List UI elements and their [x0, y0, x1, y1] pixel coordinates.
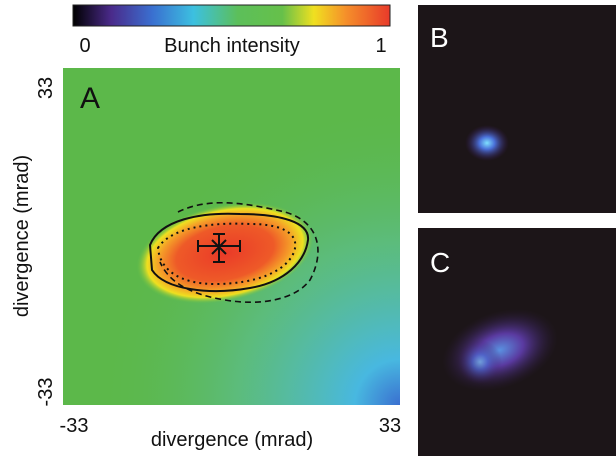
panel-label: C	[430, 247, 450, 278]
panel-c: C	[418, 228, 616, 456]
x-tick-label: 33	[379, 415, 401, 437]
panel-a: A 33 -33 divergence (mrad) -33 33 diverg…	[11, 68, 401, 451]
beam-spot	[465, 125, 509, 161]
y-axis-label: divergence (mrad)	[11, 155, 33, 317]
colorbar-tick: 1	[375, 35, 386, 57]
x-axis-label: divergence (mrad)	[151, 429, 313, 451]
beam-spot-core	[458, 340, 502, 384]
panel-b: B	[418, 5, 616, 213]
contour-solid	[148, 212, 310, 292]
colorbar	[72, 4, 391, 27]
panel-label: B	[430, 22, 449, 53]
panel-label: A	[80, 82, 100, 115]
camera-image	[418, 5, 616, 213]
centroid-marker	[197, 233, 241, 263]
contour-dotted	[156, 222, 297, 286]
x-tick-label: -33	[60, 415, 89, 437]
colorbar-label: Bunch intensity	[164, 35, 300, 57]
y-tick-label: -33	[35, 378, 57, 407]
colorbar-tick: 0	[79, 35, 90, 57]
contour-dashed	[159, 202, 319, 303]
y-tick-label: 33	[35, 77, 57, 99]
